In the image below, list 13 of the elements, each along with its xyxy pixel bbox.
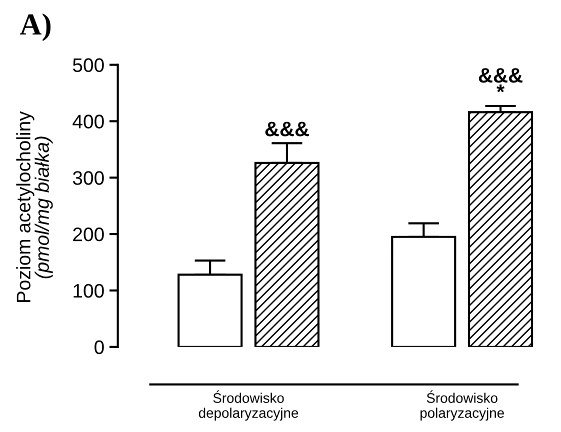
y-tick-label: 100 [74, 284, 104, 298]
y-tick-label: 200 [73, 228, 104, 242]
bar [468, 111, 534, 347]
annotation: &&& * [478, 68, 522, 92]
annotation: &&& [265, 122, 309, 136]
y-tick-label: 0 [94, 340, 104, 354]
x-tick-label: Środowisko polaryzacyjne [420, 390, 504, 421]
x-tick-label: Środowisko depolaryzacyjne [198, 390, 298, 421]
y-tick-label: 500 [72, 58, 104, 72]
y-tick-label: 300 [72, 171, 104, 185]
y-tick-label: 400 [72, 114, 104, 128]
y-axis-title: Poziom acetylocholiny (pmol/mg białka) [16, 111, 53, 302]
chart-title: A) [20, 13, 51, 42]
